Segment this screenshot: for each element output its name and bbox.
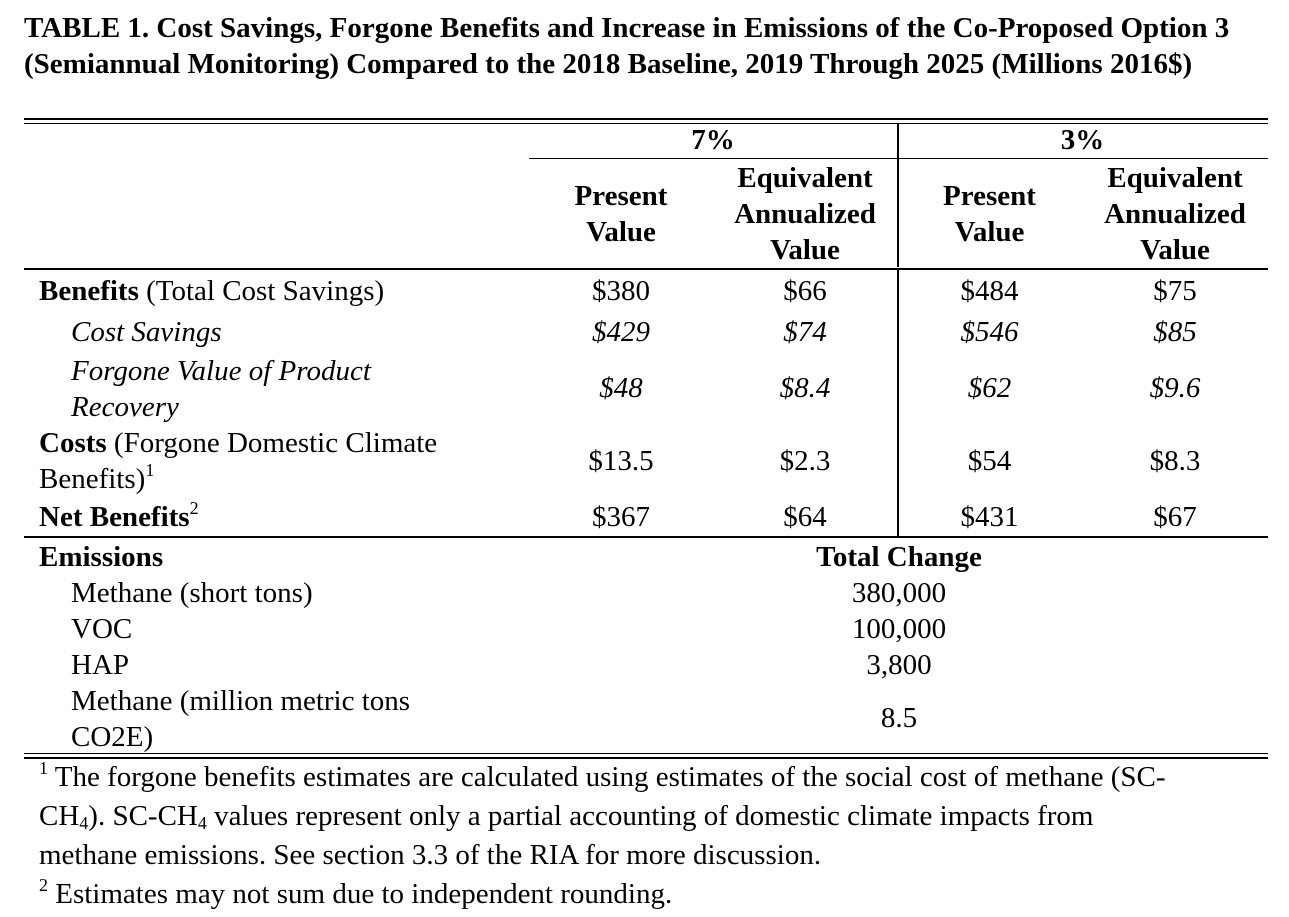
header-bottom-rule [24,268,1268,270]
emissions-top-rule [24,536,1268,538]
emission-label-hap: HAP [71,649,130,681]
cell-cost-savings-eav3: $85 [1153,316,1197,348]
cell-benefits-pv3: $484 [960,275,1019,307]
row-label-cost-savings: Cost Savings [71,316,222,348]
cell-net-eav3: $67 [1153,501,1197,533]
col-header-pv-3-line1: Present [943,180,1036,212]
col-header-eav-7-line2: Annualized [734,198,876,230]
footnote-2-mark: 2 [39,875,48,895]
bottom-rule [24,757,1268,759]
emission-value-voc: 100,000 [851,613,947,645]
emission-label-methane-co2e-line1: Methane (million metric tons [71,685,411,717]
footnote-ref-2: 2 [189,498,199,518]
cell-benefits-pv7: $380 [592,275,650,307]
footnote-2-text: Estimates may not sum due to independent… [48,878,673,910]
footnote-1-line2: CH4). SC-CH4 values represent only a par… [39,797,1094,836]
table-title: TABLE 1. Cost Savings, Forgone Benefits … [24,12,1230,80]
col-header-eav-7-line1: Equivalent [737,162,873,194]
cell-costs-pv7: $13.5 [588,445,654,477]
emission-label-methane-short-tons: Methane (short tons) [71,577,313,609]
col-header-pv-7-line2: Value [586,216,656,248]
footnote-1-ch-b: ). SC-CH [88,800,198,832]
costs-line2-text: Benefits) [39,463,146,495]
col-header-eav-3-line2: Annualized [1104,198,1246,230]
cell-cost-savings-pv3: $546 [960,316,1019,348]
bottom-rule-inner [24,753,1268,754]
footnote-1-sub-a: 4 [79,813,89,833]
cell-cost-savings-pv7: $429 [592,316,650,348]
emission-value-methane-short-tons: 380,000 [851,577,947,609]
cell-forgone-pv7: $48 [599,372,643,404]
top-rule-inner [24,123,1268,124]
footnote-1-line1: 1 The forgone benefits estimates are cal… [39,758,1166,797]
row-label-costs-line2: Benefits)1 [39,461,154,497]
cell-costs-pv3: $54 [967,445,1012,477]
header-group-3-percent: 3% [1060,124,1105,156]
benefits-rest: (Total Cost Savings) [138,275,385,307]
cell-net-pv3: $431 [960,501,1019,533]
costs-bold: Costs [39,427,107,459]
footnote-1-mark: 1 [39,758,48,778]
footnote-1-ch-a: CH [39,800,80,832]
row-label-benefits: Benefits (Total Cost Savings) [39,273,384,309]
footnote-1-text-line1: The forgone benefits estimates are calcu… [54,761,1166,793]
emission-label-voc: VOC [71,613,133,645]
benefits-bold: Benefits [39,275,139,307]
group-divider-header [897,124,899,267]
total-change-header: Total Change [816,541,982,573]
emission-value-methane-co2e: 8.5 [880,702,918,734]
cell-benefits-eav7: $66 [783,275,827,307]
emissions-header: Emissions [39,541,164,573]
cell-cost-savings-eav7: $74 [783,316,827,348]
row-label-forgone-value-line2: Recovery [71,391,179,423]
net-benefits-bold: Net Benefits [39,501,190,533]
footnote-1-text-line2: values represent only a partial accounti… [206,800,1094,832]
cell-costs-eav3: $8.3 [1149,445,1201,477]
costs-rest: (Forgone Domestic Climate [106,427,438,459]
cell-forgone-eav7: $8.4 [779,372,831,404]
emission-label-methane-co2e-line2: CO2E) [71,721,154,753]
emission-value-hap: 3,800 [866,649,932,681]
col-header-pv-3-line2: Value [954,216,1025,248]
col-header-eav-3-line1: Equivalent [1107,162,1243,194]
group-divider-body [897,269,899,536]
cell-net-pv7: $367 [592,501,650,533]
cell-benefits-eav3: $75 [1153,275,1197,307]
footnote-1-line3: methane emissions. See section 3.3 of th… [39,839,822,871]
col-header-eav-3-line3: Value [1140,234,1210,266]
footnote-ref-1: 1 [145,460,155,480]
row-label-net-benefits: Net Benefits2 [39,499,199,535]
col-header-eav-7-line3: Value [770,234,840,266]
row-label-forgone-value-line1: Forgone Value of Product [71,355,371,387]
footnote-2: 2 Estimates may not sum due to independe… [39,875,672,914]
group-header-underline [529,158,1268,159]
cell-forgone-pv3: $62 [967,372,1012,404]
cell-forgone-eav3: $9.6 [1149,372,1201,404]
cell-net-eav7: $64 [783,501,827,533]
row-label-costs-line1: Costs (Forgone Domestic Climate [39,425,437,461]
col-header-pv-7-line1: Present [574,180,668,212]
footnote-1-sub-b: 4 [197,813,207,833]
top-rule [24,118,1268,120]
header-group-7-percent: 7% [691,124,735,156]
cell-costs-eav7: $2.3 [779,445,831,477]
